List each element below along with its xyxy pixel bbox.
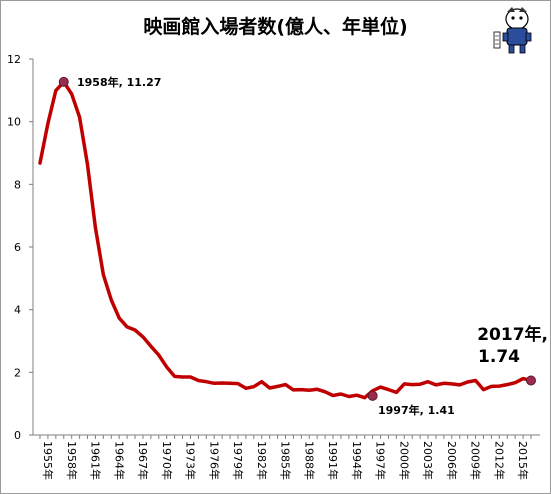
x-tick-label: 2006年 — [445, 441, 459, 480]
x-tick-label: 1982年 — [255, 441, 269, 480]
data-point-2017 — [526, 375, 536, 386]
x-tick-label: 1958年 — [65, 441, 79, 480]
x-tick-label: 1955年 — [41, 441, 55, 480]
x-tick-label: 2000年 — [397, 441, 411, 480]
annotation-1997: 1997年, 1.41 — [378, 403, 455, 417]
x-tick-label: 1970年 — [160, 441, 174, 480]
x-tick-label: 2015年 — [516, 441, 530, 480]
mascot-icon — [493, 7, 532, 54]
x-tick-label: 1973年 — [184, 441, 198, 480]
y-tick-label: 12 — [7, 53, 21, 66]
annotation-2017-value: 1.74 — [478, 347, 520, 367]
x-tick-label: 1967年 — [136, 441, 150, 480]
data-point-1997 — [367, 390, 378, 401]
y-tick-label: 8 — [14, 178, 21, 191]
y-tick-label: 6 — [14, 241, 21, 254]
x-tick-label: 2009年 — [469, 441, 483, 480]
y-tick-label: 4 — [14, 304, 21, 317]
x-tick-label: 1964年 — [112, 441, 126, 480]
x-tick-label: 1994年 — [350, 441, 364, 480]
series-line — [38, 80, 533, 400]
x-tick-label: 1979年 — [231, 441, 245, 480]
y-tick-label: 10 — [7, 116, 21, 129]
x-tick-label: 1991年 — [326, 441, 340, 480]
x-tick-label: 1976年 — [207, 441, 221, 480]
x-tick-label: 2012年 — [492, 441, 506, 480]
x-tick-label: 1997年 — [374, 441, 388, 480]
x-tick-label: 1961年 — [89, 441, 103, 480]
x-tick-label: 1985年 — [279, 441, 293, 480]
y-tick-label: 0 — [14, 429, 21, 442]
data-point-1958 — [58, 76, 69, 87]
x-tick-label: 2003年 — [421, 441, 435, 480]
y-tick-label: 2 — [14, 366, 21, 379]
annotation-2017-year: 2017年, — [477, 324, 548, 345]
chart-title: 映画館入場者数(億人、年単位) — [143, 16, 408, 38]
x-tick-label: 1988年 — [302, 441, 316, 480]
annotation-1958: 1958年, 11.27 — [77, 75, 161, 89]
